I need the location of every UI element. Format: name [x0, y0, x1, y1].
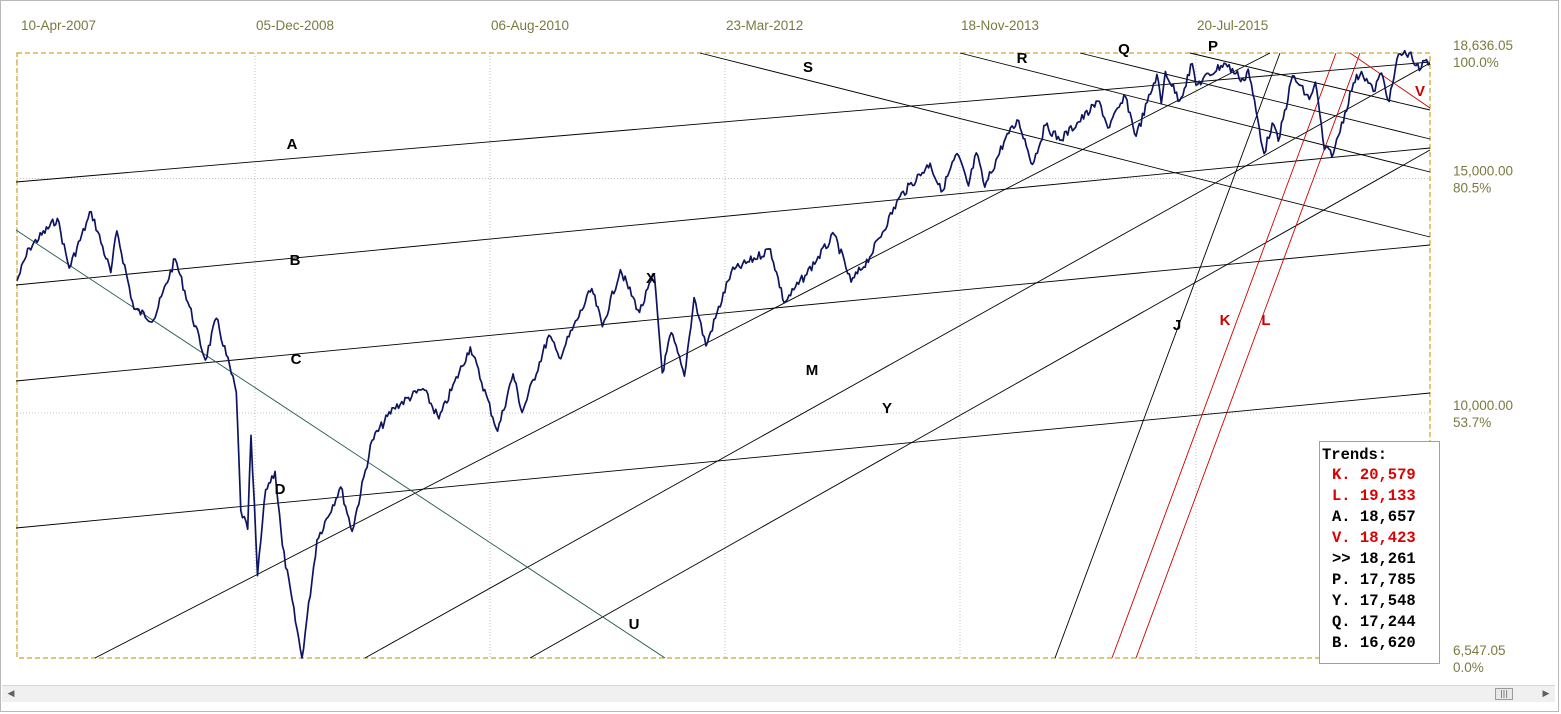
x-tick-label: 18-Nov-2013: [961, 18, 1039, 33]
trend-line-q: [1079, 52, 1431, 140]
trend-line-v: [1349, 52, 1431, 109]
horizontal-scrollbar[interactable]: ◀ ||| ▶: [2, 685, 1555, 702]
y-price-label: 10,000.00: [1453, 398, 1513, 413]
trend-label-u: U: [629, 616, 640, 633]
legend-item: L. 19,133: [1332, 487, 1416, 505]
trend-line-u: [15, 229, 666, 659]
trend-label-d: D: [275, 481, 286, 498]
legend-title: Trends:: [1322, 446, 1388, 464]
trend-label-s: S: [803, 59, 813, 76]
trend-label-q: Q: [1118, 41, 1130, 58]
price-line: [16, 49, 1431, 659]
legend-item: V. 18,423: [1332, 529, 1416, 547]
trend-label-a: A: [287, 136, 298, 153]
y-price-label: 6,547.05: [1453, 643, 1506, 658]
trend-label-x: X: [646, 270, 656, 287]
legend-item: Y. 17,548: [1332, 592, 1416, 610]
trend-line-j: [1054, 52, 1281, 659]
trend-label-y: Y: [882, 400, 892, 417]
trends-legend: Trends: K. 20,579 L. 19,133 A. 18,657 V. 18…: [1319, 441, 1440, 664]
trend-line-s: [699, 52, 1431, 238]
trend-label-p: P: [1208, 38, 1218, 55]
trend-label-j: J: [1173, 317, 1181, 334]
trend-label-m: M: [806, 362, 819, 379]
trend-label-b: B: [290, 252, 301, 269]
y-percent-label: 53.7%: [1453, 415, 1491, 430]
grid-layer: [16, 53, 1430, 658]
y-price-label: 18,636.05: [1453, 38, 1513, 53]
arrow-right-icon[interactable]: ▶: [1542, 689, 1550, 699]
trend-line-x: [94, 52, 1271, 659]
trend-line-r: [959, 52, 1431, 173]
y-percent-label: 100.0%: [1453, 55, 1499, 70]
trend-lines-layer: [15, 52, 1431, 659]
x-tick-label: 06-Aug-2010: [491, 18, 569, 33]
x-tick-label: 20-Jul-2015: [1197, 18, 1268, 33]
trend-line-c: [15, 244, 1431, 382]
y-percent-label: 0.0%: [1453, 660, 1484, 675]
trend-label-r: R: [1017, 50, 1028, 67]
trend-line-labels: A B C D X M Y U S R Q P J K L V: [275, 38, 1425, 633]
scrollbar-thumb[interactable]: |||: [1495, 688, 1513, 700]
trend-line-a: [15, 61, 1431, 183]
x-axis-labels: 10-Apr-2007 05-Dec-2008 06-Aug-2010 23-Mar-…: [21, 18, 1268, 33]
legend-item: P. 17,785: [1332, 571, 1416, 589]
plot-frame: [16, 52, 1431, 659]
trend-label-k: K: [1220, 312, 1231, 329]
y-axis-labels: 18,636.05 100.0% 15,000.00 80.5% 10,000.00 53…: [1453, 38, 1513, 675]
legend-item: Q. 17,244: [1332, 613, 1416, 631]
price-series-layer: [16, 49, 1431, 659]
x-tick-label: 05-Dec-2008: [256, 18, 334, 33]
legend-item: A. 18,657: [1332, 508, 1416, 526]
y-percent-label: 80.5%: [1453, 181, 1491, 196]
trend-line-b: [15, 147, 1431, 286]
trend-label-l: L: [1261, 312, 1270, 329]
trend-line-m: [364, 62, 1431, 659]
trend-label-c: C: [291, 351, 302, 368]
legend-item: >> 18,261: [1332, 550, 1416, 568]
y-price-label: 15,000.00: [1453, 164, 1513, 179]
arrow-left-icon[interactable]: ◀: [7, 689, 15, 699]
x-tick-label: 10-Apr-2007: [21, 18, 96, 33]
trend-line-y: [529, 149, 1431, 659]
x-tick-label: 23-Mar-2012: [726, 18, 803, 33]
trend-line-d: [15, 392, 1431, 529]
trend-label-v: V: [1415, 83, 1425, 100]
legend-item: K. 20,579: [1332, 466, 1416, 484]
trend-line-k: [1111, 52, 1337, 659]
trend-line-l: [1135, 52, 1361, 659]
legend-item: B. 16,620: [1332, 634, 1416, 652]
